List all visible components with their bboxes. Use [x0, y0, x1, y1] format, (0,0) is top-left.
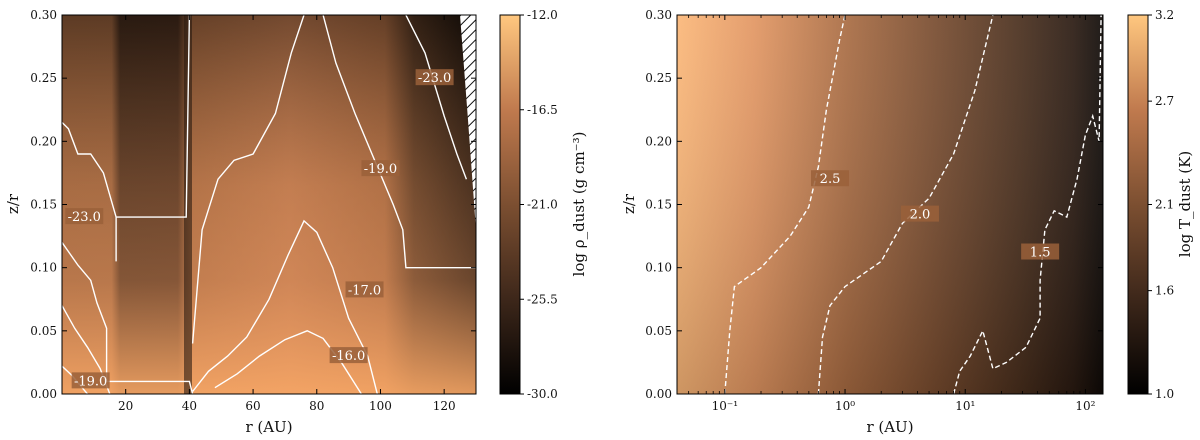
density-contour-label: -23.0 [418, 71, 451, 86]
temperature-colorbar: 1.0 1.6 2.1 2.7 3.2 log T_dust (K) [1127, 8, 1194, 401]
density-contour-line [192, 219, 378, 394]
temperature-y-tick-label: 0.05 [645, 324, 672, 338]
temperature-x-tick-label: 10² [1075, 399, 1095, 413]
density-y-tick-label: 0.05 [30, 324, 57, 338]
temperature-contour-label: 1.5 [1030, 246, 1051, 261]
density-y-tick-label: 0.25 [30, 71, 57, 85]
density-contour-label-bg [71, 372, 110, 389]
temperature-y-tick-label: 0.10 [645, 261, 672, 275]
temperature-contour-label: 2.5 [820, 172, 841, 187]
density-colorbar-tick-label: -30.0 [527, 387, 558, 401]
temperature-x-tick-label: 10¹ [955, 399, 975, 413]
density-x-axis-label: r (AU) [245, 418, 292, 436]
density-colorbar-tick-label: -21.0 [527, 198, 558, 212]
temperature-contour-label-bg [811, 170, 850, 187]
density-contour-line [322, 15, 476, 269]
density-x-tick-label: 120 [433, 399, 456, 413]
temperature-heatmap-shade [677, 15, 1103, 394]
density-x-tick-label: 40 [182, 399, 197, 413]
density-y-tick-label: 0.20 [30, 134, 57, 148]
density-contour-line [62, 15, 191, 262]
density-contour-line [405, 15, 468, 180]
temperature-x-axis-label: r (AU) [866, 418, 913, 436]
density-colorbar-gradient [499, 14, 521, 395]
density-contour-label: -19.0 [364, 162, 397, 177]
temperature-contour-label-bg [1021, 243, 1060, 260]
density-y-tick-label: 0.30 [30, 8, 57, 22]
density-contour-label-bg [65, 208, 104, 225]
temperature-contour-label: 2.0 [910, 208, 931, 223]
temperature-contour-line [817, 15, 994, 394]
density-colorbar-tick-label: -16.5 [527, 103, 558, 117]
temperature-colorbar-tick-label: 2.1 [1155, 198, 1174, 212]
density-contour-label: -19.0 [74, 374, 107, 389]
temperature-y-tick-label: 0.00 [645, 387, 672, 401]
temperature-colorbar-label: log T_dust (K) [1176, 151, 1194, 257]
density-x-tick-label: 80 [309, 399, 324, 413]
temperature-y-tick-label: 0.30 [645, 8, 672, 22]
density-contour-label: -23.0 [68, 210, 101, 225]
temperature-y-tick-label: 0.20 [645, 134, 672, 148]
temperature-colorbar-tick-label: 1.0 [1155, 387, 1174, 401]
density-gap-column [184, 15, 192, 394]
density-x-tick-label: 60 [245, 399, 260, 413]
temperature-contour-label-bg [900, 205, 939, 222]
density-colorbar-label: log ρ_dust (g cm⁻³) [570, 132, 588, 277]
temperature-colorbar-gradient [1127, 14, 1149, 395]
density-colorbar: -30.0 -25.5 -21.0 -16.5 -12.0 log ρ_dust (g … [499, 8, 588, 401]
density-colorbar-tick-label: -12.0 [527, 8, 558, 22]
temperature-y-axis-label: z/r [620, 193, 638, 214]
temperature-y-tick-label: 0.25 [645, 71, 672, 85]
density-heatmap-midplane [62, 15, 476, 394]
density-x-tick-label: 20 [118, 399, 133, 413]
density-contour-label-bg [415, 69, 454, 86]
density-panel: -23.0 -23.0 -19.0 -19.0 -17.0 -16.0 20 40 60 80 1… [4, 8, 477, 436]
density-contour-label: -17.0 [348, 283, 381, 298]
density-contour-label-bg [329, 347, 368, 364]
density-contour-label-bg [361, 160, 400, 177]
temperature-y-tick-label: 0.15 [645, 198, 672, 212]
density-x-tick-label: 100 [369, 399, 392, 413]
density-contour-label: -16.0 [332, 349, 365, 364]
density-y-tick-label: 0.10 [30, 261, 57, 275]
temperature-x-tick-label: 10⁻¹ [712, 399, 738, 413]
masked-region-hatch [460, 15, 476, 230]
temperature-panel: 2.5 2.0 1.5 10⁻¹ 10⁰ 10¹ 10² 0.00 0.05 0.10 0.15… [620, 8, 1104, 436]
density-contour-line [62, 241, 194, 394]
temperature-colorbar-tick-label: 3.2 [1155, 8, 1174, 22]
temperature-x-tick-label: 10⁰ [835, 399, 855, 413]
density-contour-line [191, 15, 305, 344]
density-y-tick-label: 0.15 [30, 198, 57, 212]
temperature-colorbar-tick-label: 2.7 [1155, 94, 1174, 108]
density-colorbar-tick-label: -25.5 [527, 292, 558, 306]
temperature-contour-line [724, 15, 846, 394]
density-y-tick-label: 0.00 [30, 387, 57, 401]
temperature-colorbar-tick-label: 1.6 [1155, 284, 1174, 298]
density-y-axis-label: z/r [4, 193, 22, 214]
density-contour-label-bg [345, 281, 384, 298]
temperature-contour-line [952, 15, 1102, 394]
